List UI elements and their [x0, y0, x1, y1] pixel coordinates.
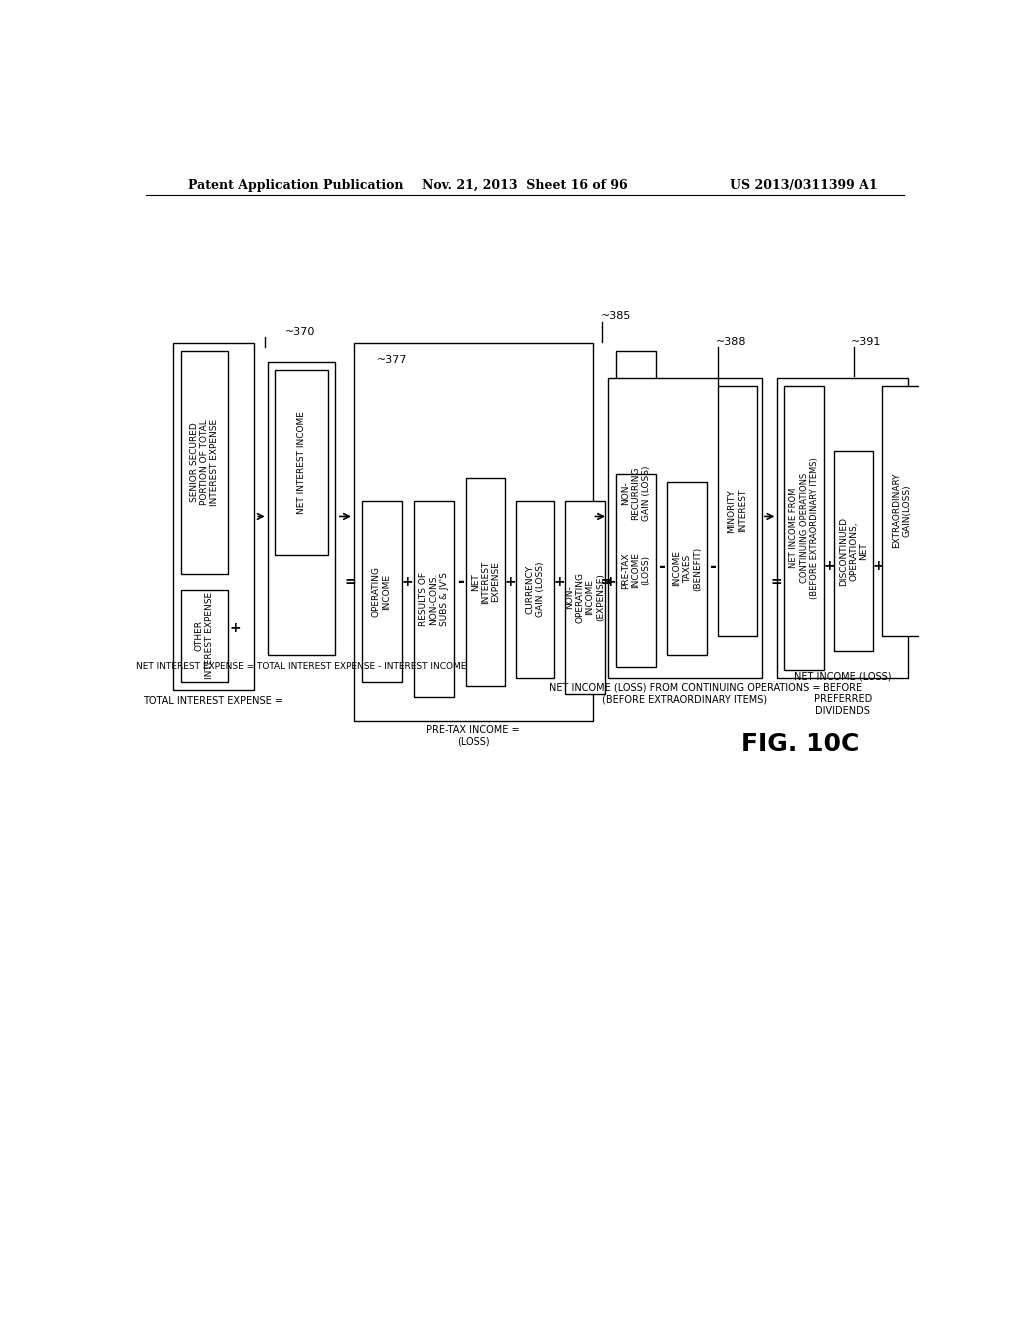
Bar [173, 343, 254, 689]
Text: TOTAL INTEREST EXPENSE =: TOTAL INTEREST EXPENSE = [143, 696, 284, 706]
Text: EXTRAORDINARY
GAIN(LOSS): EXTRAORDINARY GAIN(LOSS) [892, 473, 911, 548]
Text: SENIOR SECURED
PORTION OF TOTAL
INTEREST EXPENSE: SENIOR SECURED PORTION OF TOTAL INTEREST… [189, 418, 219, 506]
Text: =: = [345, 576, 356, 589]
Text: NET INTEREST INCOME: NET INTEREST INCOME [297, 411, 306, 513]
Bar [777, 378, 908, 678]
Bar [835, 451, 872, 651]
Text: ~388: ~388 [716, 337, 746, 347]
Bar [784, 385, 824, 671]
Text: +: + [402, 576, 414, 589]
Text: NET INCOME (LOSS) FROM CONTINUING OPERATIONS =
(BEFORE EXTRAORDINARY ITEMS): NET INCOME (LOSS) FROM CONTINUING OPERAT… [549, 682, 820, 705]
Text: CURRENCY
GAIN (LOSS): CURRENCY GAIN (LOSS) [525, 562, 545, 618]
Text: ~377: ~377 [377, 355, 408, 366]
Text: +: + [872, 560, 884, 573]
Text: +: + [505, 576, 516, 589]
Bar [414, 502, 454, 697]
Bar [515, 502, 554, 678]
Text: Nov. 21, 2013  Sheet 16 of 96: Nov. 21, 2013 Sheet 16 of 96 [422, 178, 628, 191]
Bar [882, 385, 921, 636]
Text: NON-
RECURRING
GAIN (LOSS): NON- RECURRING GAIN (LOSS) [621, 466, 650, 521]
Text: NET INCOME FROM
CONTINUING OPERATIONS
(BEFORE EXTRAORDINARY ITEMS): NET INCOME FROM CONTINUING OPERATIONS (B… [790, 457, 819, 599]
Text: OPERATING
INCOME: OPERATING INCOME [372, 566, 391, 616]
Text: ~370: ~370 [285, 326, 315, 337]
Text: NET
INTEREST
EXPENSE: NET INTEREST EXPENSE [471, 560, 501, 603]
Text: =: = [770, 576, 781, 589]
Text: RESULTS OF
NON-CONS.
SUBS & JV'S: RESULTS OF NON-CONS. SUBS & JV'S [419, 573, 449, 626]
Bar [354, 343, 593, 721]
Text: +: + [604, 576, 616, 589]
Text: MINORITY
INTEREST: MINORITY INTEREST [728, 488, 748, 532]
Text: +: + [229, 622, 241, 635]
Text: -: - [658, 557, 666, 576]
Text: OTHER
INTEREST EXPENSE: OTHER INTEREST EXPENSE [195, 593, 214, 680]
Text: US 2013/0311399 A1: US 2013/0311399 A1 [730, 178, 878, 191]
Text: FIG. 10C: FIG. 10C [741, 731, 859, 755]
Text: NET INCOME (LOSS)
BEFORE
PREFERRED
DIVIDENDS: NET INCOME (LOSS) BEFORE PREFERRED DIVID… [794, 671, 892, 715]
Bar [718, 385, 757, 636]
Bar [668, 482, 708, 655]
Text: DISCONTINUED
OPERATIONS,
NET: DISCONTINUED OPERATIONS, NET [839, 516, 868, 586]
Bar [565, 502, 605, 693]
Text: -: - [710, 557, 716, 576]
Text: PRE-TAX
INCOME
(LOSS): PRE-TAX INCOME (LOSS) [621, 552, 650, 589]
Bar [466, 478, 505, 686]
Text: -: - [457, 573, 464, 591]
Bar [180, 590, 228, 682]
Text: ~385: ~385 [600, 312, 631, 321]
Bar [608, 378, 762, 678]
Text: +: + [824, 560, 836, 573]
Text: ~391: ~391 [851, 337, 881, 347]
Text: +: + [554, 576, 565, 589]
Text: NON-
OPERATING
INCOME
(EXPENSE): NON- OPERATING INCOME (EXPENSE) [565, 572, 605, 623]
Text: Patent Application Publication: Patent Application Publication [188, 178, 403, 191]
Bar [615, 351, 655, 636]
Text: PRE-TAX INCOME =
(LOSS): PRE-TAX INCOME = (LOSS) [426, 725, 520, 747]
Text: NET INTEREST EXPENSE = TOTAL INTEREST EXPENSE - INTEREST INCOME: NET INTEREST EXPENSE = TOTAL INTEREST EX… [136, 663, 467, 671]
Bar [615, 474, 655, 667]
Text: INCOME
TAXES
(BENEFIT): INCOME TAXES (BENEFIT) [673, 546, 702, 590]
Bar [361, 502, 401, 682]
Text: =: = [601, 576, 612, 589]
Bar [275, 370, 328, 554]
Bar [267, 363, 336, 655]
Bar [180, 351, 228, 574]
